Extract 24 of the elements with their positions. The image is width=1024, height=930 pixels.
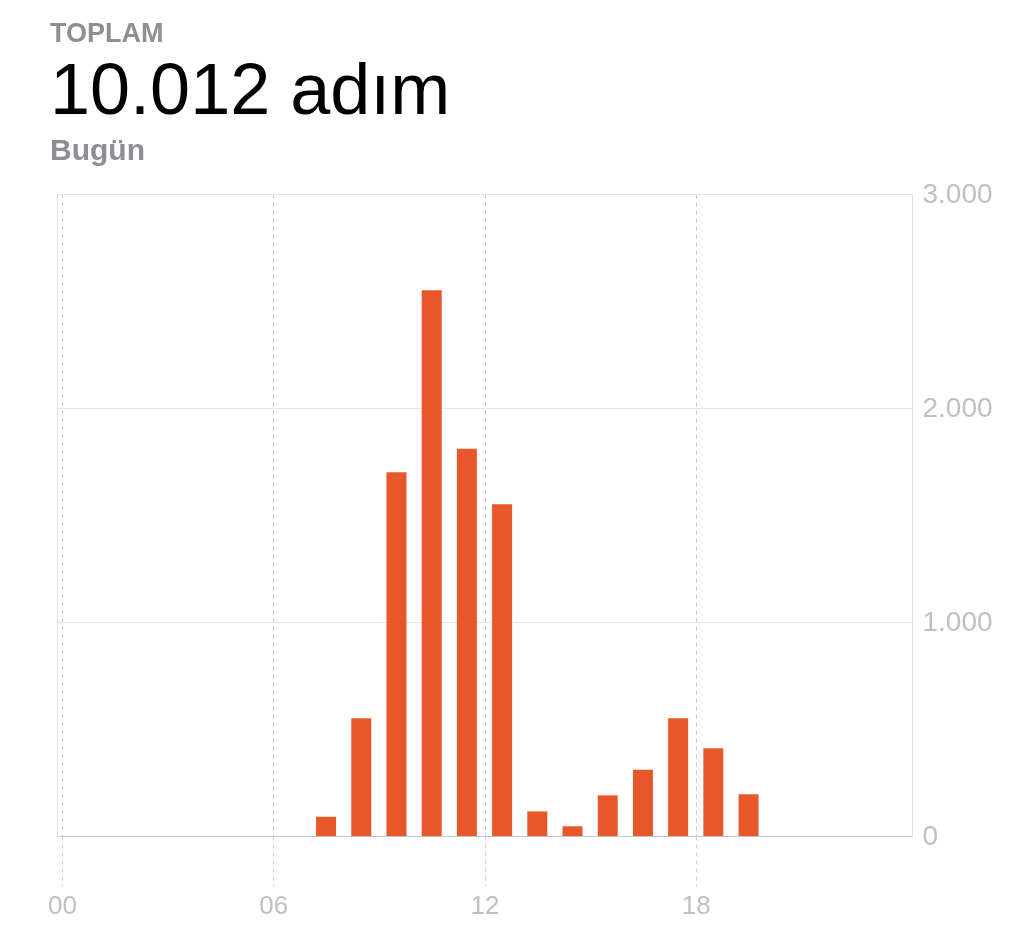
x-tick-label: 06	[259, 889, 289, 920]
bar	[421, 290, 442, 836]
chart-subtitle: 10.012 adım	[50, 49, 452, 129]
text: Bugün	[50, 133, 146, 167]
bar	[703, 748, 724, 836]
y-tick-label: 1.000	[922, 605, 993, 637]
x-tick-label: 18	[681, 889, 711, 920]
bar	[632, 769, 653, 836]
bar	[597, 795, 618, 836]
bar	[351, 718, 372, 836]
bar	[562, 826, 583, 836]
x-tick-label: 12	[470, 889, 500, 920]
y-tick-label: 2.000	[922, 391, 993, 423]
chart-title: TOPLAM	[50, 18, 165, 49]
bar	[492, 504, 513, 836]
y-tick-label: 0	[922, 819, 939, 851]
bar	[316, 816, 337, 836]
x-tick-label: 00	[48, 889, 77, 920]
bar	[386, 472, 407, 836]
bar	[527, 811, 548, 836]
y-tick-label: 3.000	[922, 177, 993, 209]
bar	[668, 718, 689, 836]
bar	[456, 448, 477, 836]
bar	[738, 794, 759, 836]
